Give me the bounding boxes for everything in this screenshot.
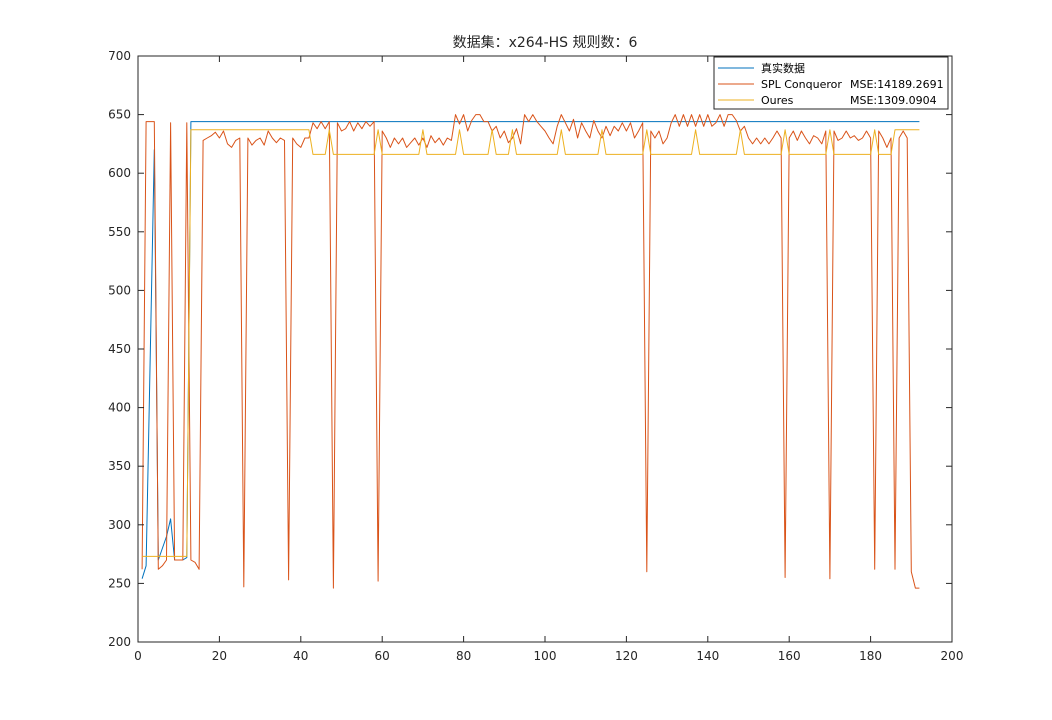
legend-mse-2: MSE:1309.0904 bbox=[850, 94, 937, 107]
legend-label-1: SPL Conqueror bbox=[761, 78, 842, 91]
plot-marks bbox=[141, 114, 920, 589]
legend-label-0: 真实数据 bbox=[761, 61, 805, 75]
y-tick-label: 200 bbox=[108, 635, 131, 649]
y-tick-label: 250 bbox=[108, 576, 131, 590]
y-tick-label: 550 bbox=[108, 225, 131, 239]
legend-mse-1: MSE:14189.2691 bbox=[850, 78, 944, 91]
x-tick-label: 180 bbox=[859, 649, 882, 663]
x-tick-label: 40 bbox=[293, 649, 308, 663]
chart-title: 数据集：x264-HS 规则数：6 bbox=[453, 34, 638, 51]
x-tick-label: 80 bbox=[456, 649, 471, 663]
x-tick-label: 60 bbox=[375, 649, 390, 663]
y-tick-label: 300 bbox=[108, 518, 131, 532]
y-tick-label: 500 bbox=[108, 283, 131, 297]
x-tick-label: 160 bbox=[778, 649, 801, 663]
series-line-2 bbox=[142, 129, 920, 557]
legend: 真实数据 SPL Conqueror MSE:14189.2691 Oures MSE:… bbox=[713, 56, 949, 110]
x-tick-label: 100 bbox=[534, 649, 557, 663]
x-tick-label: 20 bbox=[212, 649, 227, 663]
y-tick-label: 650 bbox=[108, 108, 131, 122]
axes: 0 20 40 60 80 100 120 140 160 180 200 200 250 300 350 4… bbox=[108, 49, 963, 663]
legend-label-2: Oures bbox=[761, 94, 794, 107]
x-tick-label: 120 bbox=[615, 649, 638, 663]
y-tick-label: 700 bbox=[108, 49, 131, 63]
y-tick-label: 450 bbox=[108, 342, 131, 356]
series-line-1 bbox=[141, 114, 920, 589]
x-tick-label: 0 bbox=[134, 649, 142, 663]
y-tick-label: 600 bbox=[108, 166, 131, 180]
y-tick-label: 350 bbox=[108, 459, 131, 473]
x-tick-label: 200 bbox=[941, 649, 964, 663]
y-tick-label: 400 bbox=[108, 401, 131, 415]
x-tick-label: 140 bbox=[696, 649, 719, 663]
